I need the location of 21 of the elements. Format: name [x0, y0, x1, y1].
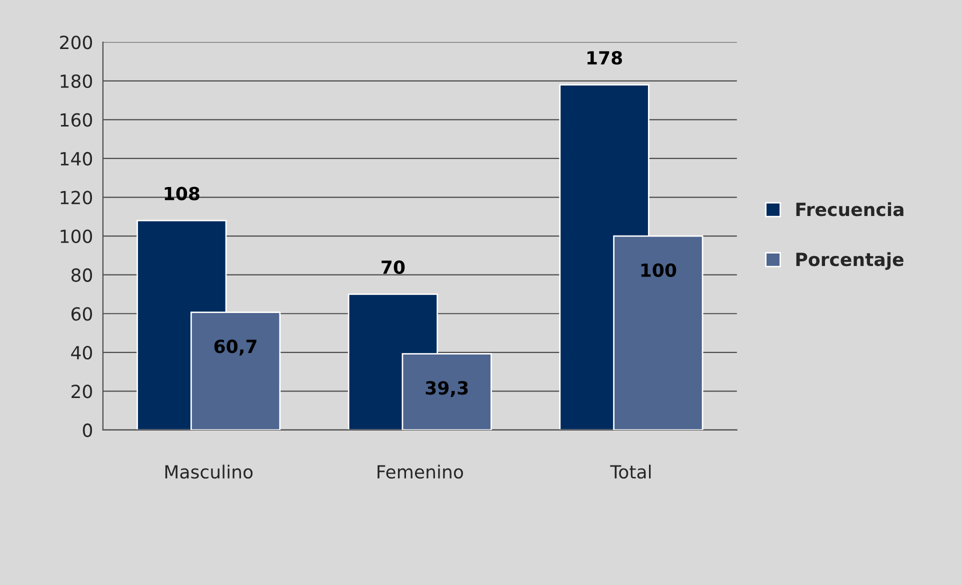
y-tick-label: 180 [60, 74, 92, 88]
y-tick-label: 200 [60, 36, 92, 50]
x-tick-label: Masculino [165, 464, 253, 479]
legend-label: Porcentaje [796, 252, 904, 270]
y-tick-label: 120 [60, 190, 92, 204]
y-tick-label: 100 [60, 230, 92, 244]
data-label: 39,3 [426, 381, 468, 398]
data-label: 178 [587, 50, 622, 65]
x-tick-label: Femenino [378, 464, 463, 479]
data-label: 60,7 [214, 340, 256, 356]
y-tick-label: 160 [60, 113, 92, 127]
y-tick-label: 60 [71, 307, 92, 321]
data-label: 70 [382, 260, 405, 274]
y-tick-label: 40 [71, 346, 92, 360]
data-label: 100 [641, 263, 676, 277]
y-tick-label: 140 [60, 152, 92, 166]
legend-label: Frecuencia [796, 202, 904, 216]
x-tick-label: Total [610, 464, 651, 479]
y-tick-label: 80 [71, 268, 92, 282]
y-tick-label: 20 [72, 384, 92, 398]
y-tick-label: 0 [82, 423, 92, 438]
